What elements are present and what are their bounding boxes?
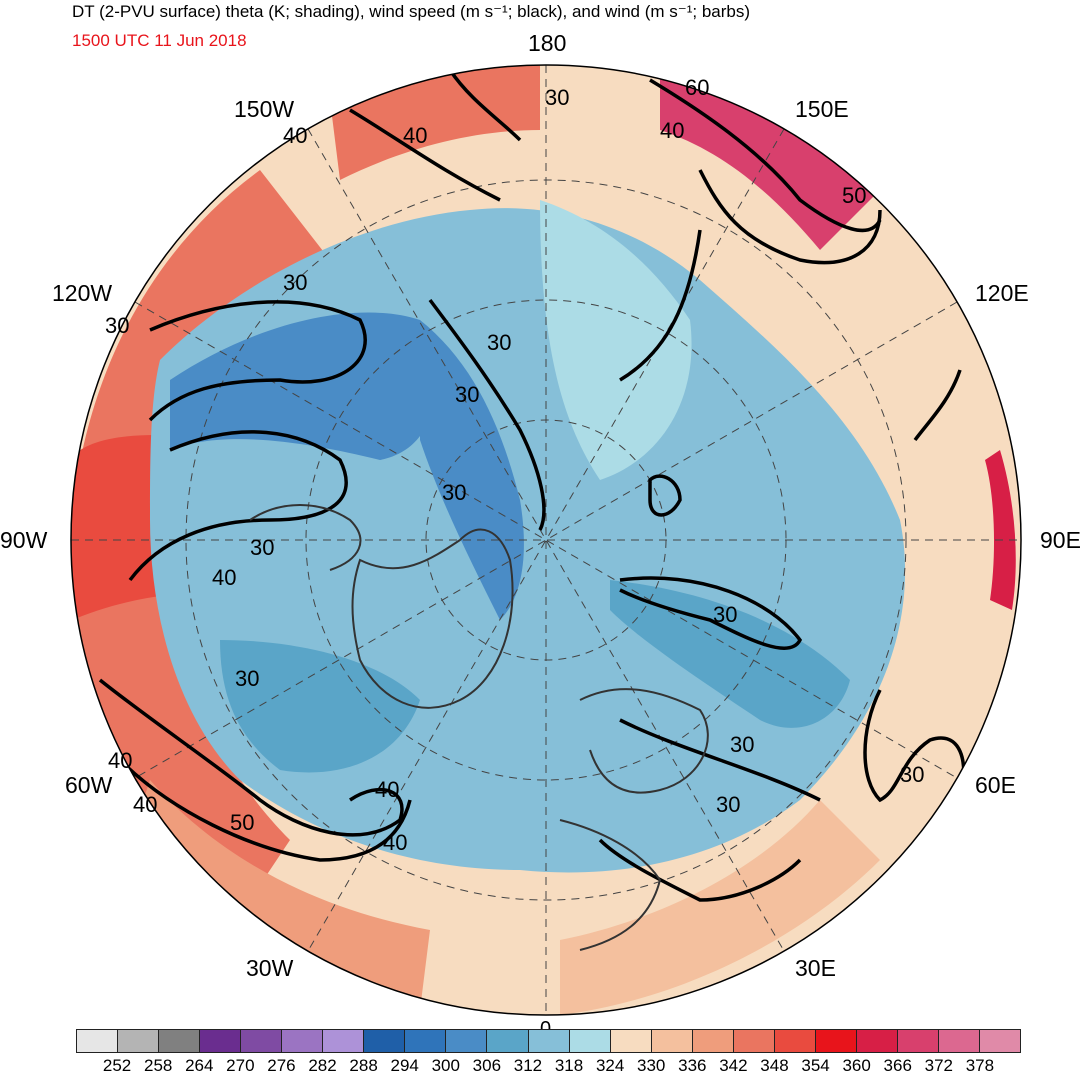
theta-shading-cold-core-east bbox=[610, 580, 850, 728]
contour-label: 40 bbox=[283, 123, 307, 148]
colorbar-tick-label: 366 bbox=[883, 1056, 912, 1075]
colorbar-swatch bbox=[118, 1030, 160, 1052]
coastlines bbox=[249, 504, 709, 951]
contour-label: 30 bbox=[455, 382, 479, 407]
theta-shading-hot-east bbox=[985, 450, 1016, 610]
contour-label: 40 bbox=[375, 777, 399, 802]
colorbar-swatch bbox=[569, 1030, 611, 1052]
colorbar-tick-label: 324 bbox=[595, 1056, 625, 1075]
lon-label-30w: 30W bbox=[246, 955, 294, 981]
colorbar-tick-label: 360 bbox=[842, 1056, 871, 1075]
contour-label: 40 bbox=[403, 123, 427, 148]
colorbar-tick-label: 294 bbox=[390, 1056, 419, 1075]
contour-label: 30 bbox=[487, 330, 511, 355]
contour-label: 30 bbox=[713, 602, 737, 627]
contour-label: 50 bbox=[230, 810, 254, 835]
theta-shading-cold-core-west bbox=[170, 312, 435, 460]
colorbar-swatch bbox=[528, 1030, 570, 1052]
colorbar-swatch bbox=[282, 1030, 324, 1052]
contour-label: 30 bbox=[250, 535, 274, 560]
colorbar-tick-label: 306 bbox=[472, 1056, 502, 1075]
colorbar-swatch bbox=[815, 1030, 857, 1052]
wind-speed-contours bbox=[98, 69, 966, 902]
lon-label-120e: 120E bbox=[975, 280, 1029, 306]
colorbar-swatch bbox=[610, 1030, 652, 1052]
contour-label: 30 bbox=[716, 792, 740, 817]
theta-shading-warm-west bbox=[71, 170, 330, 930]
colorbar-swatch bbox=[241, 1030, 283, 1052]
lon-label-180: 180 bbox=[528, 30, 567, 56]
theta-shading-light-center bbox=[540, 200, 692, 480]
colorbar-swatch bbox=[980, 1030, 1021, 1052]
theta-shading-hot-northeast bbox=[660, 70, 880, 250]
theta-shading-warm-southwest bbox=[130, 780, 430, 1010]
theta-shading-cold-core-southwest bbox=[220, 640, 420, 773]
contour-label: 50 bbox=[842, 183, 866, 208]
colorbar-swatch bbox=[856, 1030, 898, 1052]
colorbar-tick-label: 258 bbox=[143, 1056, 173, 1075]
colorbar-tick-label: 276 bbox=[267, 1056, 296, 1075]
colorbar-tick-label: 264 bbox=[185, 1056, 214, 1075]
colorbar-swatch bbox=[897, 1030, 939, 1052]
colorbar-swatch bbox=[364, 1030, 406, 1052]
contour-label: 30 bbox=[235, 666, 259, 691]
figure-title: DT (2-PVU surface) theta (K; shading), w… bbox=[72, 2, 751, 21]
contour-label: 40 bbox=[660, 118, 684, 143]
colorbar-swatch bbox=[323, 1030, 365, 1052]
lon-label-60w: 60W bbox=[65, 772, 113, 798]
lon-label-90w: 90W bbox=[0, 527, 48, 553]
colorbar-swatch bbox=[405, 1030, 447, 1052]
lon-label-120w: 120W bbox=[52, 280, 113, 306]
colorbar-swatch bbox=[938, 1030, 981, 1052]
colorbar-tick-label: 252 bbox=[102, 1056, 132, 1075]
map-boundary bbox=[70, 64, 1022, 1016]
colorbar-tick-label: 348 bbox=[760, 1056, 789, 1075]
colorbar-tick-label: 378 bbox=[965, 1056, 995, 1075]
colorbar-tick-label: 330 bbox=[637, 1056, 666, 1075]
contour-label: 30 bbox=[105, 313, 129, 338]
colorbar-swatch bbox=[77, 1030, 119, 1052]
colorbar-tick-label: 354 bbox=[801, 1056, 830, 1075]
contour-label: 40 bbox=[212, 565, 236, 590]
contour-label: 40 bbox=[108, 748, 132, 773]
contour-label-group: 30 30 30 30 30 30 30 30 30 30 30 30 40 4… bbox=[105, 75, 924, 855]
lon-label-150e: 150E bbox=[795, 96, 849, 122]
theta-shading-warm-south bbox=[560, 800, 880, 1015]
valid-time: 1500 UTC 11 Jun 2018 bbox=[72, 31, 247, 50]
contour-label: 40 bbox=[383, 830, 407, 855]
colorbar bbox=[76, 1029, 1021, 1053]
colorbar-swatch bbox=[774, 1030, 816, 1052]
colorbar-tick-label: 300 bbox=[431, 1056, 460, 1075]
theta-shading-cold-core-center bbox=[420, 320, 524, 620]
graticule bbox=[71, 65, 1021, 1015]
colorbar-tick-label: 288 bbox=[349, 1056, 378, 1075]
lon-label-150w: 150W bbox=[234, 96, 295, 122]
colorbar-tick-label: 318 bbox=[554, 1056, 584, 1075]
lon-label-90e: 90E bbox=[1040, 527, 1081, 553]
lon-label-60e: 60E bbox=[975, 772, 1016, 798]
colorbar-tick-label: 312 bbox=[513, 1056, 543, 1075]
colorbar-swatch bbox=[159, 1030, 201, 1052]
contour-label: 30 bbox=[442, 480, 466, 505]
contour-label: 30 bbox=[900, 762, 924, 787]
contour-label: 60 bbox=[685, 75, 709, 100]
colorbar-swatch bbox=[446, 1030, 488, 1052]
colorbar-swatch bbox=[487, 1030, 529, 1052]
colorbar-swatch bbox=[200, 1030, 242, 1052]
colorbar-tick-label: 282 bbox=[308, 1056, 337, 1075]
contour-label: 30 bbox=[730, 732, 754, 757]
colorbar-swatch bbox=[651, 1030, 693, 1052]
colorbar-tick-label: 270 bbox=[226, 1056, 255, 1075]
colorbar-tick-label: 342 bbox=[719, 1056, 748, 1075]
contour-label: 30 bbox=[283, 270, 307, 295]
colorbar-swatch bbox=[692, 1030, 734, 1052]
colorbar-tick-label: 336 bbox=[678, 1056, 707, 1075]
contour-label: 30 bbox=[545, 85, 569, 110]
lon-label-30e: 30E bbox=[795, 955, 836, 981]
colorbar-swatch bbox=[733, 1030, 775, 1052]
contour-label: 40 bbox=[133, 792, 157, 817]
colorbar-tick-label: 372 bbox=[924, 1056, 953, 1075]
